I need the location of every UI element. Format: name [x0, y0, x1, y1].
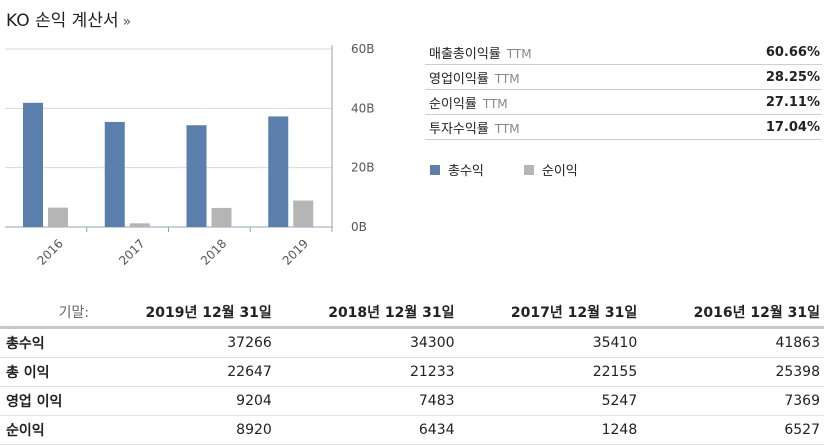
y-tick-label: 60B	[351, 42, 375, 56]
ratio-label: 순이익률	[429, 96, 477, 112]
period-label: 기말:	[0, 298, 94, 329]
ratio-list: 매출총이익률 TTM 60.66% 영업이익률 TTM 28.25% 순이익률 TTM…	[425, 40, 822, 140]
page-title[interactable]: KO 손익 계산서»	[6, 6, 131, 31]
table-cell: 22647	[93, 357, 276, 387]
table-cell: 37266	[93, 327, 276, 358]
table-cell: 34300	[275, 327, 459, 358]
table-cell: 7369	[641, 386, 824, 416]
table-cell: 9204	[93, 386, 276, 416]
legend-swatch	[430, 164, 440, 175]
column-header: 2018년 12월 31일	[275, 298, 459, 329]
ratio-ttm: TTM	[506, 46, 532, 61]
ratio-label: 영업이익률	[429, 71, 489, 87]
row-label: 총수익	[0, 327, 94, 358]
column-header: 2016년 12월 31일	[641, 298, 824, 329]
table-cell: 41863	[641, 327, 824, 358]
ratio-row: 투자수익률 TTM 17.04%	[425, 115, 822, 140]
ratio-value: 27.11%	[765, 94, 820, 110]
row-label: 총 이익	[0, 357, 94, 387]
table-row: 총 이익 22647 21233 22155 25398	[0, 357, 824, 387]
row-label: 영업 이익	[0, 386, 94, 416]
bar-net-income	[129, 223, 150, 227]
table-cell: 1248	[458, 415, 642, 445]
x-tick-label: 2016	[34, 236, 65, 267]
ratio-ttm: TTM	[494, 71, 520, 86]
bar-net-income	[48, 207, 68, 227]
ratio-row: 매출총이익률 TTM 60.66%	[425, 40, 822, 65]
ratio-ttm: TTM	[482, 96, 508, 111]
ratio-row: 순이익률 TTM 27.11%	[425, 90, 822, 115]
bar-total-revenue	[104, 121, 125, 227]
ratio-label: 매출총이익률	[429, 46, 501, 62]
bar-total-revenue	[186, 125, 207, 227]
table-cell: 7483	[275, 386, 459, 416]
ratio-label: 투자수익률	[429, 121, 489, 137]
ratio-ttm: TTM	[494, 121, 520, 136]
table-header-row: 기말: 2019년 12월 31일 2018년 12월 31일 2017년 12…	[0, 298, 824, 329]
bar-total-revenue	[268, 116, 289, 227]
table-row: 영업 이익 9204 7483 5247 7369	[0, 386, 824, 416]
ratio-row: 영업이익률 TTM 28.25%	[425, 65, 822, 90]
table-cell: 21233	[275, 357, 459, 387]
table-cell: 5247	[458, 386, 642, 416]
y-tick-label: 20B	[351, 161, 375, 175]
column-header: 2019년 12월 31일	[93, 298, 276, 329]
x-tick-label: 2019	[280, 236, 311, 267]
bar-net-income	[293, 200, 314, 227]
chart-legend: 총수익 순이익	[430, 160, 578, 179]
legend-label: 순이익	[541, 164, 578, 179]
table-cell: 22155	[458, 357, 642, 387]
table-cell: 8920	[93, 415, 276, 445]
table-cell: 6527	[641, 415, 824, 445]
income-table: 기말: 2019년 12월 31일 2018년 12월 31일 2017년 12…	[0, 298, 824, 445]
table-row: 순이익 8920 6434 1248 6527	[0, 415, 824, 445]
income-chart: 60B 40B 20B 0B 2016 2017 2018 2019	[5, 42, 375, 268]
y-tick-label: 40B	[351, 101, 375, 115]
ratio-value: 28.25%	[765, 69, 820, 85]
column-header: 2017년 12월 31일	[458, 298, 642, 329]
page-title-text[interactable]: KO 손익 계산서	[6, 11, 119, 31]
table-cell: 35410	[458, 327, 642, 358]
ratio-value: 17.04%	[765, 119, 820, 135]
table-row: 총수익 37266 34300 35410 41863	[0, 327, 824, 358]
legend-item-total-revenue: 총수익	[430, 160, 484, 179]
legend-item-net-income: 순이익	[523, 160, 578, 179]
table-cell: 6434	[275, 415, 459, 445]
legend-label: 총수익	[448, 164, 484, 179]
y-tick-label: 0B	[351, 220, 367, 234]
ratio-value: 60.66%	[765, 44, 820, 60]
table-cell: 25398	[641, 357, 824, 387]
row-label: 순이익	[0, 415, 94, 445]
bar-total-revenue	[23, 102, 43, 227]
x-tick-label: 2017	[116, 236, 147, 267]
bar-net-income	[211, 207, 232, 227]
x-tick-label: 2018	[198, 236, 229, 267]
legend-swatch	[523, 164, 534, 175]
more-arrow-icon[interactable]: »	[122, 14, 132, 30]
